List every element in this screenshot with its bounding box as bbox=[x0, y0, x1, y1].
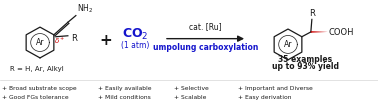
Text: + Important and Diverse: + Important and Diverse bbox=[238, 86, 313, 91]
Text: R: R bbox=[309, 9, 315, 18]
Text: COOH: COOH bbox=[329, 28, 354, 37]
Text: umpolung carboxylation: umpolung carboxylation bbox=[153, 43, 258, 52]
Text: Ar: Ar bbox=[36, 38, 44, 47]
Text: +: + bbox=[100, 33, 112, 48]
Text: + Easy derivation: + Easy derivation bbox=[238, 95, 291, 100]
Text: CO$_2$: CO$_2$ bbox=[122, 27, 148, 42]
Text: NH$_2$: NH$_2$ bbox=[77, 2, 93, 15]
Polygon shape bbox=[311, 31, 328, 33]
Text: Ar: Ar bbox=[284, 40, 292, 49]
Text: up to 93% yield: up to 93% yield bbox=[271, 62, 339, 71]
Text: + Broad substrate scope: + Broad substrate scope bbox=[2, 86, 77, 91]
Text: 35 examples: 35 examples bbox=[278, 55, 332, 64]
Text: + Good FGs tolerance: + Good FGs tolerance bbox=[2, 95, 69, 100]
Text: $\delta^+$: $\delta^+$ bbox=[54, 36, 65, 46]
Text: R: R bbox=[71, 34, 77, 43]
Text: + Mild conditions: + Mild conditions bbox=[98, 95, 151, 100]
Text: + Scalable: + Scalable bbox=[174, 95, 206, 100]
Text: (1 atm): (1 atm) bbox=[121, 41, 149, 50]
Text: + Easily available: + Easily available bbox=[98, 86, 152, 91]
Text: cat. [Ru]: cat. [Ru] bbox=[189, 22, 222, 31]
Text: + Selective: + Selective bbox=[174, 86, 209, 91]
Text: R = H, Ar, Alkyl: R = H, Ar, Alkyl bbox=[10, 66, 64, 72]
